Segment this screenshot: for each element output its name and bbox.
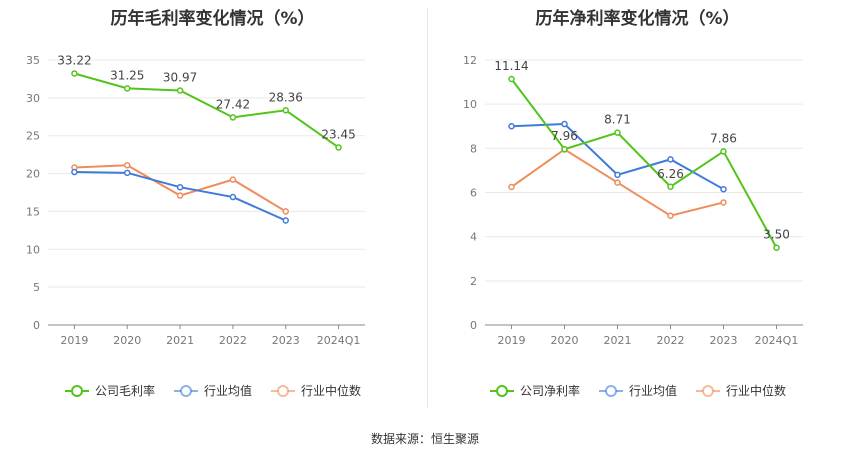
- data-point: [667, 183, 674, 191]
- data-label: 33.22: [57, 53, 91, 67]
- data-point: [176, 183, 184, 191]
- chart-title: 历年净利率变化情况（%）: [535, 9, 740, 29]
- net-margin-plot: 0 2 4 6 8 10 12 2019 2020 2021 2022 2023 2024Q1 11.14…: [463, 54, 803, 347]
- x-tick-label: 2022: [657, 334, 685, 347]
- data-point: [71, 168, 78, 176]
- legend-label: 行业均值: [203, 384, 252, 398]
- data-point: [176, 87, 184, 94]
- y-tick-label: 4: [470, 231, 477, 244]
- data-label: 31.25: [110, 68, 144, 82]
- chart-title: 历年毛利率变化情况（%）: [110, 9, 315, 29]
- net-margin-chart: 历年净利率变化情况（%） 0 2 4 6 8 10 12 2019 2020 2021 2022 20…: [425, 0, 850, 410]
- y-tick-label: 2: [470, 275, 477, 288]
- legend-item[interactable]: 行业中位数: [270, 382, 361, 399]
- data-point: [124, 161, 131, 169]
- series-line: [74, 72, 340, 149]
- series-line: [510, 78, 778, 249]
- y-tick-label: 10: [463, 98, 477, 111]
- data-label: 7.96: [551, 129, 578, 143]
- y-tick-label: 12: [463, 54, 477, 67]
- legend-label: 公司净利率: [519, 384, 580, 398]
- legend-line-icon: [598, 384, 623, 397]
- data-point: [667, 156, 674, 163]
- y-tick-label: 0: [470, 319, 477, 332]
- x-tick-label: 2019: [60, 334, 88, 347]
- data-label: 3.50: [763, 228, 790, 242]
- x-tick-label: 2023: [272, 334, 300, 347]
- gross-margin-chart: 历年毛利率变化情况（%） 0 5 10 15 20 25 30 35 2019 2020 2021 2…: [0, 0, 425, 410]
- x-tick-label: 2020: [551, 334, 579, 347]
- legend-item[interactable]: 公司毛利率: [64, 382, 155, 399]
- y-tick-label: 30: [26, 92, 40, 105]
- data-label: 11.14: [494, 59, 528, 73]
- data-point: [282, 208, 289, 215]
- legend-item[interactable]: 公司净利率: [489, 382, 580, 399]
- gross-margin-plot: 0 5 10 15 20 25 30 35 2019 2020 2021 2022 2023 2024Q1…: [26, 53, 365, 347]
- legend-line-icon: [696, 384, 720, 397]
- data-point: [282, 217, 289, 224]
- legend-label: 行业中位数: [726, 384, 787, 398]
- x-tick-label: 2022: [219, 334, 247, 347]
- legend: 公司毛利率 行业均值 行业中位数: [0, 382, 425, 399]
- y-tick-label: 6: [470, 187, 477, 200]
- y-tick-label: 0: [33, 319, 40, 332]
- legend: 公司净利率 行业均值 行业中位数: [425, 382, 850, 399]
- x-tick-label: 2020: [113, 334, 141, 347]
- y-tick-label: 5: [33, 281, 40, 294]
- data-point: [508, 75, 515, 83]
- x-tick-label: 2024Q1: [317, 334, 361, 347]
- y-tick-label: 15: [26, 205, 40, 218]
- data-label: 23.45: [321, 127, 355, 141]
- data-point: [561, 120, 568, 128]
- panel-divider: [427, 8, 428, 408]
- data-point: [335, 144, 342, 151]
- data-label: 28.36: [269, 90, 303, 104]
- y-tick-label: 25: [26, 130, 40, 143]
- data-point: [720, 148, 727, 155]
- y-tick-label: 10: [26, 243, 40, 256]
- data-point: [508, 183, 515, 191]
- legend-label: 行业中位数: [301, 384, 362, 398]
- data-point: [720, 185, 727, 193]
- data-point: [614, 129, 621, 136]
- data-point: [176, 192, 184, 199]
- legend-item[interactable]: 行业均值: [598, 382, 677, 399]
- data-point: [773, 244, 780, 251]
- data-source: 数据来源：恒生聚源: [370, 432, 479, 446]
- data-label: 27.42: [216, 97, 250, 111]
- data-point: [561, 145, 568, 153]
- data-point: [71, 70, 78, 77]
- data-point: [508, 123, 515, 130]
- data-point: [614, 171, 621, 179]
- data-label: 30.97: [163, 71, 197, 85]
- data-point: [229, 176, 237, 183]
- y-tick-label: 35: [26, 54, 40, 67]
- legend-line-icon: [173, 384, 198, 397]
- data-label: 7.86: [710, 131, 737, 145]
- data-label: 6.26: [657, 167, 684, 181]
- data-point: [667, 212, 674, 219]
- data-point: [720, 199, 727, 206]
- data-point: [229, 114, 237, 121]
- data-point: [124, 169, 131, 177]
- data-point: [282, 107, 289, 114]
- x-tick-label: 2021: [604, 334, 632, 347]
- legend-label: 公司毛利率: [94, 384, 155, 398]
- legend-line-icon: [271, 384, 295, 397]
- legend-item[interactable]: 行业均值: [173, 382, 252, 399]
- data-point: [124, 85, 131, 92]
- legend-label: 行业均值: [628, 384, 677, 398]
- x-tick-label: 2019: [498, 334, 526, 347]
- data-point: [614, 179, 621, 186]
- legend-item[interactable]: 行业中位数: [695, 382, 786, 399]
- legend-line-icon: [489, 384, 514, 397]
- y-tick-label: 8: [470, 142, 477, 155]
- legend-line-icon: [64, 384, 89, 397]
- y-tick-label: 20: [26, 168, 40, 181]
- x-tick-label: 2023: [710, 334, 738, 347]
- x-tick-label: 2024Q1: [755, 334, 799, 347]
- x-tick-label: 2021: [166, 334, 194, 347]
- data-label: 8.71: [604, 113, 631, 127]
- data-point: [229, 193, 237, 201]
